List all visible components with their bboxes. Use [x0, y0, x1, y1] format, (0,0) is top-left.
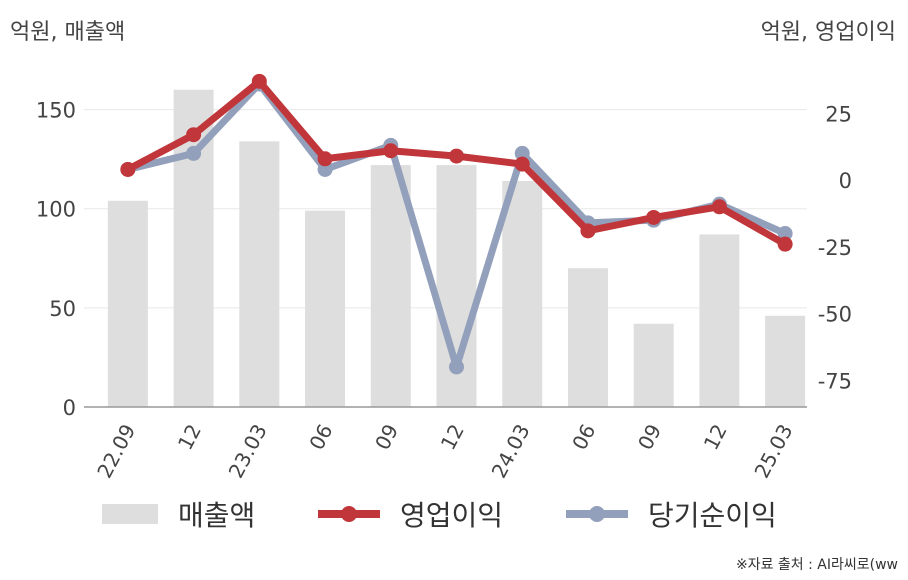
- y-right-tick-label: 25: [825, 102, 852, 126]
- x-tick-label: 09: [370, 420, 403, 454]
- legend-swatch-net-income: [566, 504, 628, 524]
- source-note: ※자료 출처 : AI라씨로(ww: [735, 557, 898, 573]
- legend-swatch-sales: [102, 504, 158, 524]
- bar-sales: [502, 180, 543, 407]
- operating-profit-point: [777, 236, 793, 252]
- legend-label-operating-profit: 영업이익: [400, 499, 504, 532]
- y-right-tick-label: -25: [818, 236, 852, 260]
- bar-sales: [633, 323, 674, 407]
- operating-profit-point: [120, 161, 136, 177]
- x-tick-label: 25.03: [749, 420, 797, 482]
- operating-profit-point: [317, 151, 333, 167]
- x-tick-label: 06: [567, 420, 600, 454]
- y-left-tick-label: 50: [49, 297, 76, 321]
- x-tick-label: 12: [173, 420, 206, 454]
- x-tick-label: 12: [436, 420, 469, 454]
- x-tick-label: 24.03: [487, 420, 535, 482]
- operating-profit-point: [711, 199, 727, 215]
- y-right-tick-label: -75: [818, 369, 852, 393]
- bar-sales: [567, 268, 608, 407]
- y-right-tick-label: -50: [818, 303, 852, 327]
- operating-profit-point: [646, 209, 662, 225]
- bar-sales: [370, 165, 411, 407]
- bar-sales: [239, 141, 280, 407]
- legend-label-sales: 매출액: [178, 499, 256, 532]
- operating-profit-point: [580, 223, 596, 239]
- legend-item-net-income: 당기순이익: [566, 492, 777, 536]
- bar-sales: [305, 210, 346, 407]
- right-axis-unit: 억원, 영업이익: [760, 20, 896, 45]
- operating-profit-point: [383, 143, 399, 159]
- operating-profit-point: [449, 148, 464, 164]
- net-income-point: [186, 145, 202, 161]
- operating-profit-point: [514, 156, 530, 172]
- operating-profit-point: [186, 127, 202, 143]
- net-income-point: [449, 359, 464, 375]
- y-right-tick-label: 0: [839, 169, 852, 193]
- net-income-point: [514, 145, 530, 161]
- bar-sales: [699, 234, 740, 407]
- x-tick-label: 23.03: [224, 420, 272, 482]
- left-axis-unit: 억원, 매출액: [10, 20, 126, 45]
- x-tick-label: 09: [633, 420, 666, 454]
- y-left-tick-label: 150: [36, 99, 76, 123]
- chart-legend: 매출액 영업이익 당기순이익: [0, 492, 908, 536]
- x-tick-label: 22.09: [92, 420, 140, 482]
- bar-sales: [765, 315, 806, 407]
- net-income-point: [777, 226, 793, 241]
- legend-item-operating-profit: 영업이익: [318, 492, 503, 536]
- net-income-point: [317, 161, 333, 177]
- legend-item-sales: 매출액: [102, 492, 255, 536]
- legend-label-net-income: 당기순이익: [648, 499, 777, 532]
- x-tick-label: 06: [304, 420, 337, 454]
- y-left-tick-label: 0: [63, 396, 76, 420]
- combo-chart: 0 50 100 150 25 0 -25 -50 -75 22.09 12 23.03 06 09 12 2…: [36, 73, 852, 482]
- bar-sales: [107, 200, 148, 407]
- y-left-tick-label: 100: [36, 198, 76, 222]
- operating-profit-point: [251, 73, 267, 89]
- x-tick-label: 12: [699, 420, 732, 454]
- legend-swatch-operating-profit: [318, 504, 380, 524]
